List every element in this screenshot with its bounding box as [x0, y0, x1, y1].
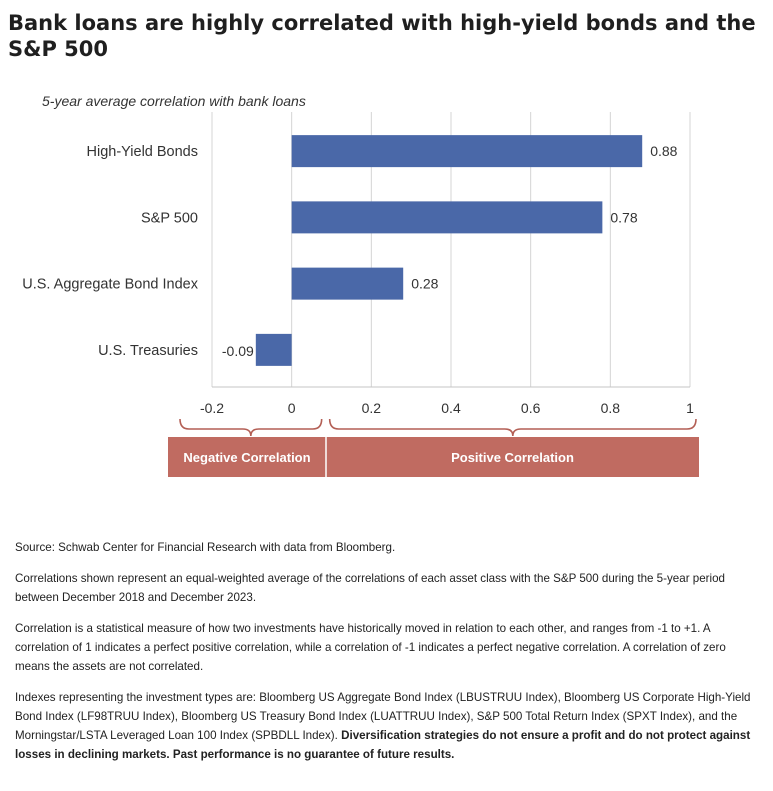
category-label: U.S. Treasuries [98, 343, 198, 359]
bars [255, 135, 643, 366]
bar [255, 333, 292, 366]
correlations-note: Correlations shown represent an equal-we… [15, 572, 725, 604]
x-tick-label: 0.4 [441, 400, 461, 416]
data-label: 0.78 [610, 209, 637, 225]
data-label: 0.28 [411, 276, 438, 292]
band-label: Negative Correlation [183, 450, 310, 465]
bar [291, 201, 603, 234]
disclaimer-text: Diversification strategies do not ensure… [15, 729, 751, 761]
data-label: 0.88 [650, 143, 677, 159]
bar-labels: High-Yield Bonds 0.88 S&P 500 0.78 U.S. Aggr… [22, 143, 677, 359]
chart-subtitle: 5-year average correlation with bank loa… [42, 93, 306, 109]
x-tick-label: 0.8 [601, 400, 621, 416]
x-tick-label: -0.2 [200, 400, 224, 416]
source-note: Source: Schwab Center for Financial Rese… [15, 541, 396, 554]
definition-note: Correlation is a statistical measure of … [15, 622, 726, 673]
indexes-note: Indexes representing the investment type… [15, 688, 760, 764]
curly-bracket [179, 418, 323, 437]
band-box [168, 437, 326, 477]
category-label: S&P 500 [141, 210, 198, 226]
bar [291, 267, 404, 300]
footnotes: Source: Schwab Center for Financial Rese… [15, 538, 760, 776]
curly-bracket [328, 418, 697, 437]
x-tick-label: 0 [288, 400, 296, 416]
category-label: High-Yield Bonds [87, 144, 199, 160]
x-tick-label: 1 [686, 400, 694, 416]
category-label: U.S. Aggregate Bond Index [22, 277, 198, 293]
band-label: Positive Correlation [451, 450, 574, 465]
correlation-bands: Negative Correlation Positive Correlation [168, 437, 699, 477]
bar [291, 135, 643, 168]
page-title: Bank loans are highly correlated with hi… [8, 11, 756, 61]
correlation-chart: 5-year average correlation with bank loa… [22, 93, 699, 477]
x-tick-label: 0.2 [362, 400, 382, 416]
x-axis: -0.2 0 0.2 0.4 0.6 0.8 1 [200, 386, 694, 416]
x-tick-label: 0.6 [521, 400, 541, 416]
indexes-text: Indexes representing the investment type… [15, 691, 751, 742]
band-box [326, 437, 699, 477]
correlation-brackets [179, 418, 697, 437]
data-label: -0.09 [222, 343, 254, 359]
